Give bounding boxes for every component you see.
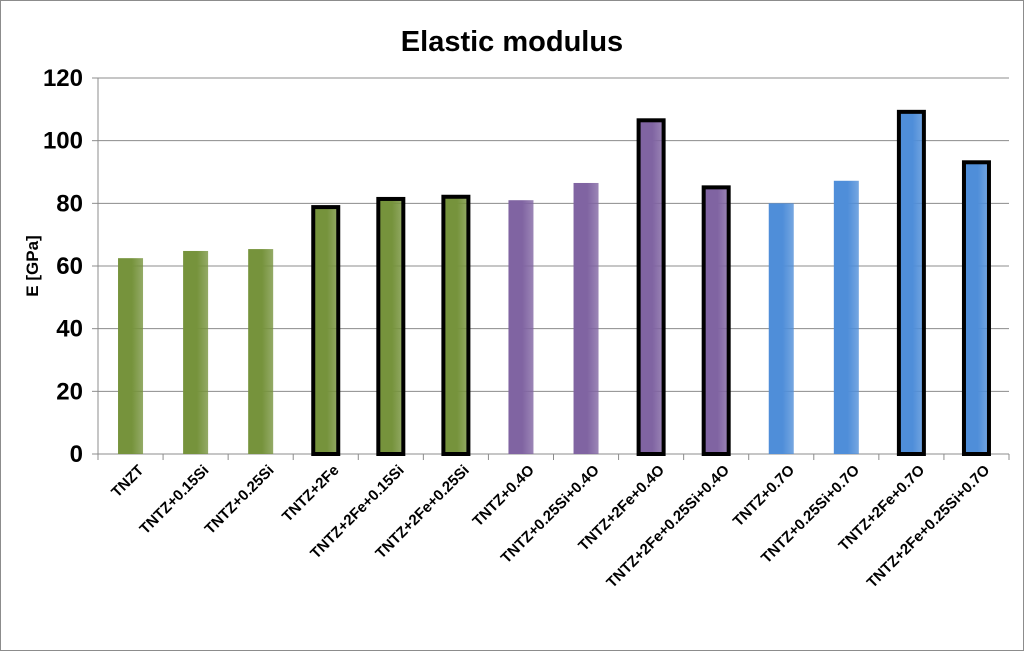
y-tick-label: 120: [43, 65, 83, 92]
y-tick-label: 20: [56, 378, 83, 405]
grid-lines: [98, 77, 1009, 392]
y-tick-label: 40: [56, 316, 83, 343]
x-category-label: TNTZ+0.7O: [730, 462, 799, 531]
bar-tntz-0-25si: [248, 249, 274, 454]
bar-tntz-0-25si-0-7o: [833, 180, 859, 455]
bar-tntz-2fe-0-25si-0-7o: [961, 160, 991, 457]
y-axis-title: E [GPa]: [23, 235, 42, 296]
x-category-label: TNTZ+2Fe: [279, 462, 343, 526]
bar-tntz-0-7o: [768, 203, 794, 454]
bar-tntz-2fe-0-7o: [896, 109, 926, 456]
x-category-label: TNZT: [108, 462, 147, 501]
bar-tntz-2fe-0-15si: [376, 196, 406, 456]
bar-tntz-0-25si-0-4o: [573, 182, 599, 454]
bar-tntz-2fe-0-25si-0-4o: [701, 185, 731, 456]
chart-title: Elastic modulus: [401, 26, 623, 58]
bar-tnzt: [118, 258, 144, 454]
x-category-label: TNTZ+2Fe+0.25Si+0.7O: [864, 462, 994, 592]
axes: [92, 77, 1010, 460]
bar-tntz-2fe-0-25si: [441, 194, 471, 456]
y-tick-label: 0: [70, 441, 83, 468]
x-category-label: TNTZ+2Fe+0.25Si+0.4O: [603, 462, 733, 592]
x-category-label: TNTZ+0.25Si: [202, 462, 278, 538]
bar-tntz-0-15si: [183, 250, 209, 454]
y-tick-label: 60: [56, 253, 83, 280]
bar-tntz-2fe-0-4o: [636, 118, 666, 457]
x-category-label: TNTZ+0.4O: [469, 462, 538, 531]
bar-tntz-0-4o: [508, 200, 534, 454]
y-tick-label: 80: [56, 190, 83, 217]
bars: [118, 109, 991, 457]
y-tick-labels: 0 20 40 60 80 100 120: [43, 65, 83, 468]
y-tick-label: 100: [43, 128, 83, 155]
bar-tntz-2fe: [311, 205, 341, 456]
